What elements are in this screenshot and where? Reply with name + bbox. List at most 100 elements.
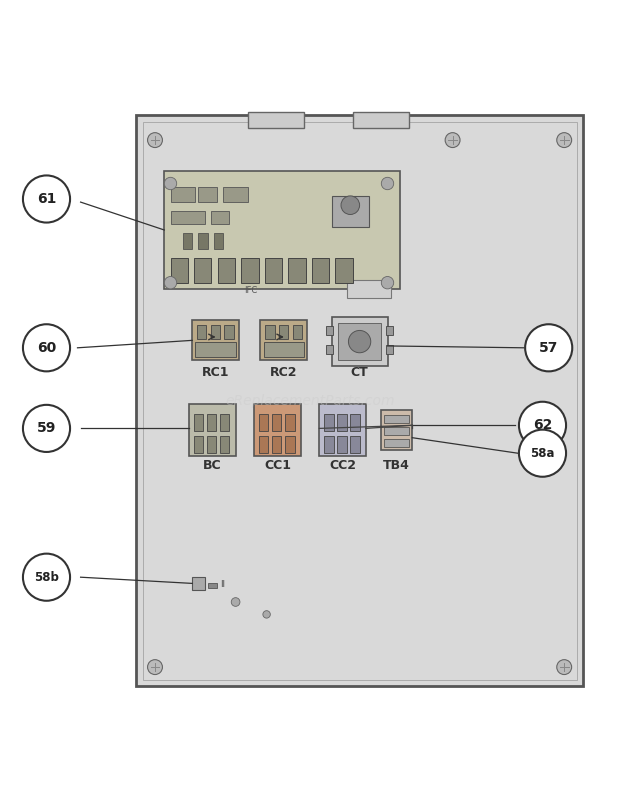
Bar (192, 578, 205, 590)
Circle shape (341, 196, 360, 215)
Circle shape (445, 133, 460, 147)
Bar (350, 413, 360, 431)
Circle shape (557, 660, 572, 674)
Circle shape (557, 133, 572, 147)
Bar (183, 233, 192, 248)
Text: 58b: 58b (34, 570, 59, 584)
Text: RC1: RC1 (202, 366, 229, 380)
Bar (386, 326, 393, 336)
Bar (381, 410, 412, 450)
Circle shape (231, 598, 240, 606)
Text: 59: 59 (37, 421, 56, 436)
Bar (350, 436, 360, 453)
Bar (198, 233, 208, 248)
Bar (353, 112, 409, 127)
Circle shape (23, 553, 70, 601)
Bar (285, 436, 294, 453)
Text: CT: CT (351, 366, 368, 380)
Bar (324, 436, 334, 453)
Text: TB4: TB4 (383, 460, 410, 473)
Bar (293, 325, 302, 339)
Bar (207, 413, 216, 431)
Bar (192, 320, 239, 360)
Bar (208, 583, 217, 588)
Bar (272, 413, 281, 431)
Bar (211, 325, 220, 339)
Bar (254, 404, 301, 457)
Text: RC2: RC2 (270, 366, 298, 380)
Bar (195, 341, 236, 357)
Bar (136, 115, 583, 686)
Circle shape (519, 429, 566, 477)
Bar (264, 341, 304, 357)
Bar (170, 187, 195, 202)
Bar (265, 325, 275, 339)
Bar (189, 404, 236, 457)
Bar (143, 122, 577, 679)
Bar (272, 436, 281, 453)
Bar (326, 344, 333, 354)
Circle shape (23, 175, 70, 223)
Bar (211, 211, 229, 223)
Text: 58a: 58a (530, 447, 555, 460)
Bar (214, 233, 223, 248)
Bar (197, 325, 206, 339)
Bar (170, 258, 188, 283)
Circle shape (23, 324, 70, 372)
Bar (324, 413, 334, 431)
Circle shape (23, 405, 70, 452)
Bar (220, 436, 229, 453)
Text: IFC: IFC (244, 286, 258, 295)
Bar (265, 258, 282, 283)
Circle shape (381, 177, 394, 190)
Bar (194, 258, 211, 283)
Bar (223, 187, 248, 202)
Circle shape (381, 276, 394, 289)
Circle shape (148, 660, 162, 674)
Text: II: II (220, 579, 225, 589)
Bar (335, 258, 353, 283)
Bar (384, 416, 409, 424)
Text: 57: 57 (539, 340, 559, 355)
Bar (198, 187, 217, 202)
Bar (194, 436, 203, 453)
Bar (260, 320, 307, 360)
Text: eReplacementParts.com: eReplacementParts.com (225, 393, 395, 408)
Circle shape (164, 276, 177, 289)
Text: 60: 60 (37, 340, 56, 355)
Bar (312, 258, 329, 283)
Bar (194, 413, 203, 431)
Bar (384, 439, 409, 447)
Bar (384, 427, 409, 435)
Text: 61: 61 (37, 192, 56, 206)
Bar (288, 258, 306, 283)
Bar (170, 211, 205, 223)
Text: CC2: CC2 (329, 460, 356, 473)
Bar (332, 196, 369, 227)
Bar (319, 404, 366, 457)
Text: BC: BC (203, 460, 222, 473)
Bar (248, 112, 304, 127)
Bar (164, 171, 400, 289)
Bar (347, 280, 391, 298)
Bar (207, 436, 216, 453)
Circle shape (164, 177, 177, 190)
Circle shape (263, 610, 270, 618)
Circle shape (525, 324, 572, 372)
Bar (220, 413, 229, 431)
Bar (218, 258, 235, 283)
Circle shape (519, 402, 566, 449)
Bar (259, 413, 268, 431)
Circle shape (148, 133, 162, 147)
Bar (337, 436, 347, 453)
Bar (285, 413, 294, 431)
Bar (332, 317, 388, 366)
Bar (259, 436, 268, 453)
Text: CC1: CC1 (264, 460, 291, 473)
Bar (224, 325, 234, 339)
Circle shape (348, 331, 371, 352)
Bar (241, 258, 259, 283)
Bar (279, 325, 288, 339)
Bar (337, 413, 347, 431)
Bar (326, 326, 333, 336)
